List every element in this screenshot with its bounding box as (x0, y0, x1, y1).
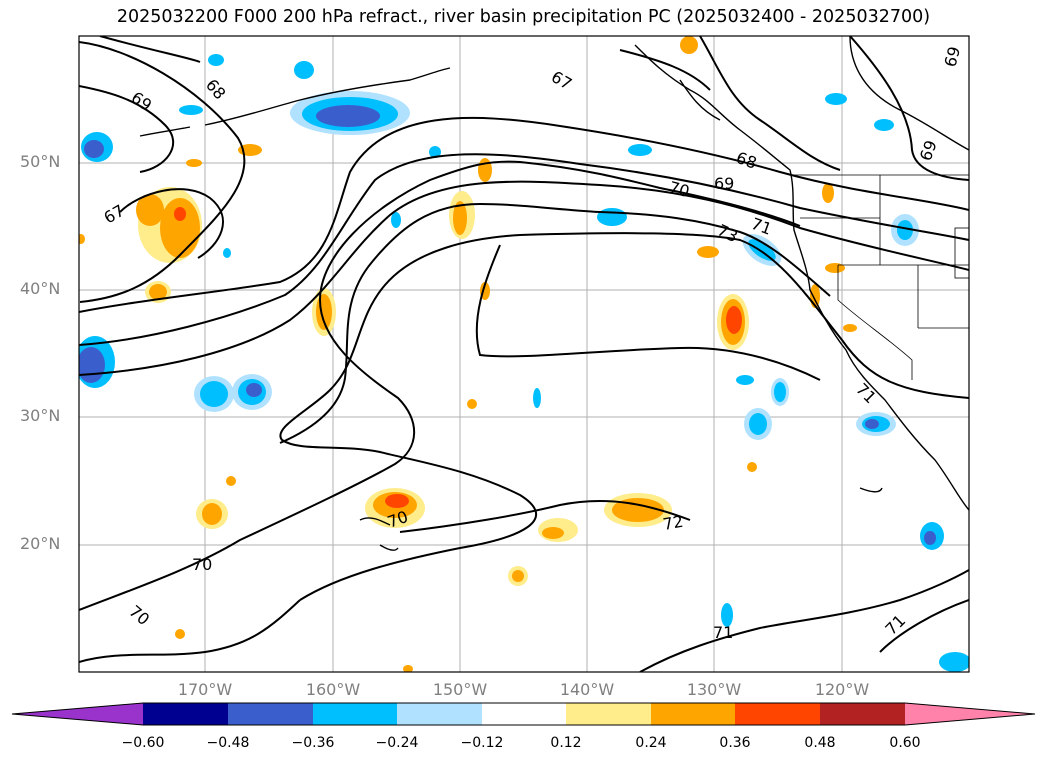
colorbar-segment (735, 703, 820, 725)
refractivity-contours (79, 36, 969, 672)
colorbar-segment (313, 703, 397, 725)
colorbar-tick-label: −0.12 (460, 735, 504, 751)
political-borders (790, 174, 969, 380)
lon-label: 140°W (559, 680, 615, 699)
colorbar-extend-min (12, 703, 143, 725)
map-frame (78, 35, 970, 673)
colorbar-segment (228, 703, 313, 725)
lon-label: 130°W (686, 680, 742, 699)
contour-label: 72 (661, 512, 684, 534)
lon-label: 160°W (305, 680, 361, 699)
colorbar-tick-label: 0.60 (889, 735, 921, 751)
colorbar-extend-max (905, 703, 1035, 725)
contour-label: 69 (941, 44, 965, 69)
colorbar-tick-label: 0.24 (635, 735, 667, 751)
colorbar-segment (397, 703, 482, 725)
colorbar-tick-label: −0.24 (375, 735, 419, 751)
colorbar-segment (143, 703, 228, 725)
contour-label: 70 (667, 178, 692, 202)
lon-label: 150°W (432, 680, 488, 699)
colorbar-tick-label: −0.60 (121, 735, 165, 751)
colorbar-tick-label: 0.12 (550, 735, 582, 751)
lat-label: 50°N (20, 152, 61, 171)
contour-label: 69 (714, 174, 734, 193)
colorbar-tick-label: −0.36 (291, 735, 335, 751)
figure-title: 2025032200 F000 200 hPa refract., river … (116, 7, 931, 27)
colorbar-segment (651, 703, 735, 725)
coastlines (139, 36, 969, 551)
lat-label: 40°N (20, 279, 61, 298)
colorbar-tick-label: −0.48 (206, 735, 250, 751)
lon-label: 120°W (814, 680, 870, 699)
positive-anomaly (79, 36, 857, 672)
colorbar-segment (820, 703, 905, 725)
colorbar-tick-label: 0.36 (719, 735, 751, 751)
map-content: 69 68 67 67 70 69 68 71 73 69 71 70 70 7… (79, 36, 969, 672)
contour-label: 70 (192, 555, 212, 574)
colorbar-segment (482, 703, 566, 725)
lon-label: 170°W (177, 680, 233, 699)
lat-label: 30°N (20, 406, 61, 425)
colorbar (11, 702, 1036, 726)
colorbar-segment (566, 703, 651, 725)
contour-label: 71 (713, 623, 733, 642)
lat-label: 20°N (20, 534, 61, 553)
colorbar-tick-label: 0.48 (804, 735, 836, 751)
